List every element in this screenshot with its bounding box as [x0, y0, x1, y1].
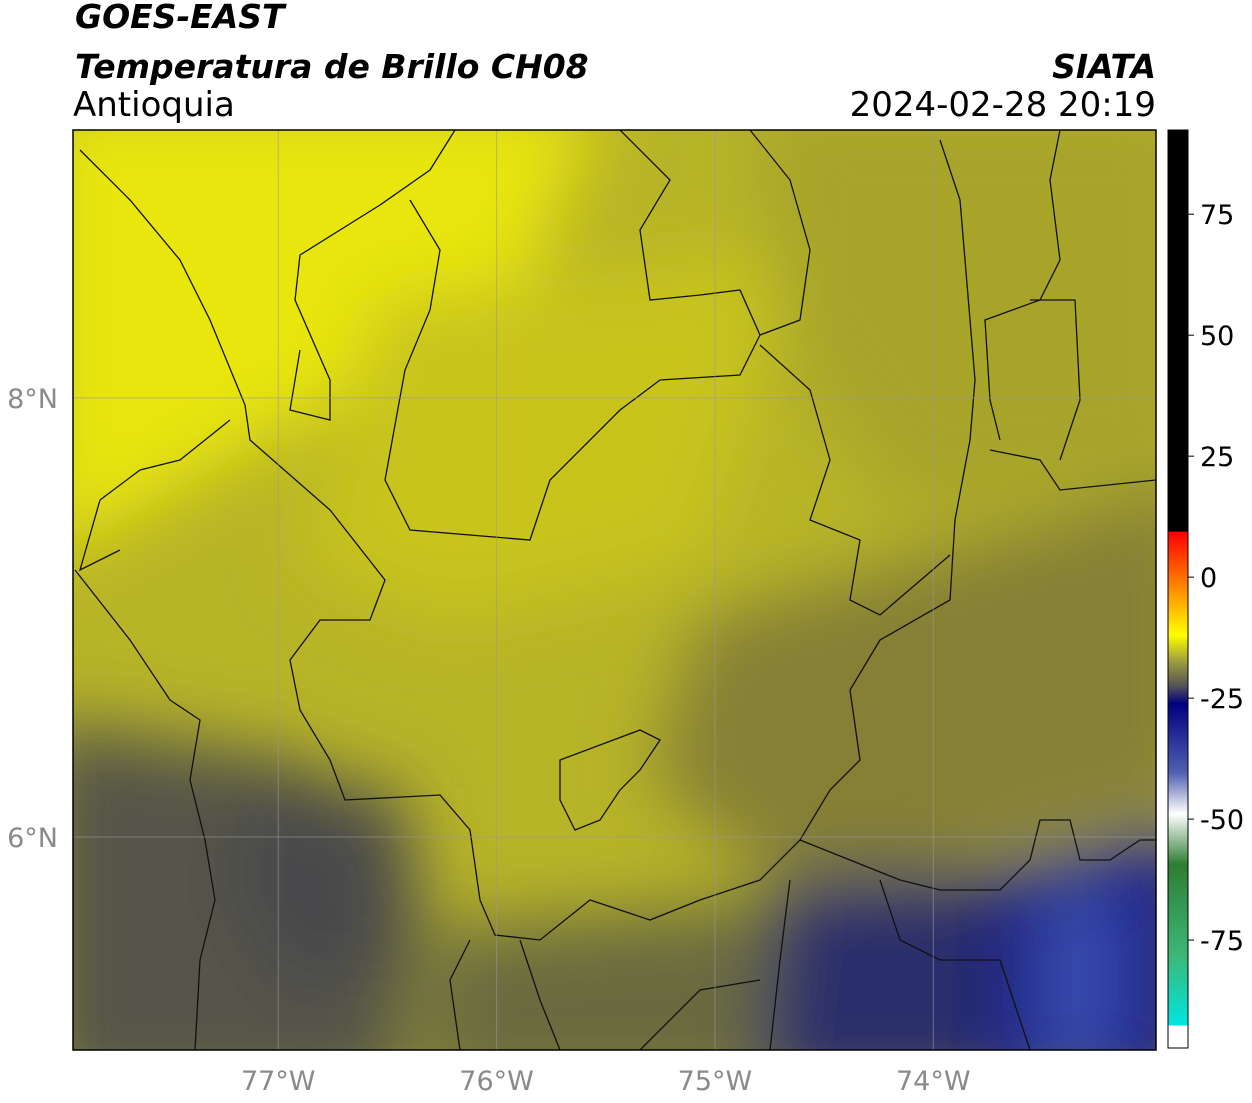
- graticule: [73, 130, 1156, 1050]
- region: Antioquia: [73, 85, 235, 125]
- colorbar-ticks: 75 50 25 0 -25 -50 -75: [1188, 200, 1244, 957]
- colorbar-tick-label: 25: [1200, 442, 1234, 473]
- colorbar-tick-label: 50: [1200, 321, 1234, 352]
- map-frame: [72, 129, 1157, 1051]
- colorbar: [1167, 129, 1189, 1049]
- colorbar-tick-label: -50: [1200, 805, 1244, 836]
- timestamp: 2024-02-28 20:19: [850, 85, 1156, 125]
- axis-ticks: 77°W 76°W 75°W 74°W 8°N 6°N: [7, 384, 970, 1097]
- x-tick-label: 75°W: [678, 1066, 753, 1097]
- colorbar-tick-label: -75: [1200, 926, 1244, 957]
- title: GOES-EAST: [75, 0, 287, 36]
- x-tick-label: 77°W: [241, 1066, 316, 1097]
- map: [73, 130, 1156, 1050]
- borders: [74, 130, 1156, 1050]
- subtitle: Temperatura de Brillo CH08: [75, 47, 589, 86]
- x-tick-label: 76°W: [459, 1066, 534, 1097]
- colorbar-tick-label: 0: [1200, 563, 1217, 594]
- source: SIATA: [1052, 47, 1156, 86]
- temperature-field: [73, 130, 1156, 1050]
- y-tick-label: 6°N: [7, 823, 58, 854]
- y-tick-label: 8°N: [7, 384, 58, 415]
- colorbar-tick-label: -25: [1200, 684, 1244, 715]
- x-tick-label: 74°W: [896, 1066, 971, 1097]
- colorbar-tick-label: 75: [1200, 200, 1234, 231]
